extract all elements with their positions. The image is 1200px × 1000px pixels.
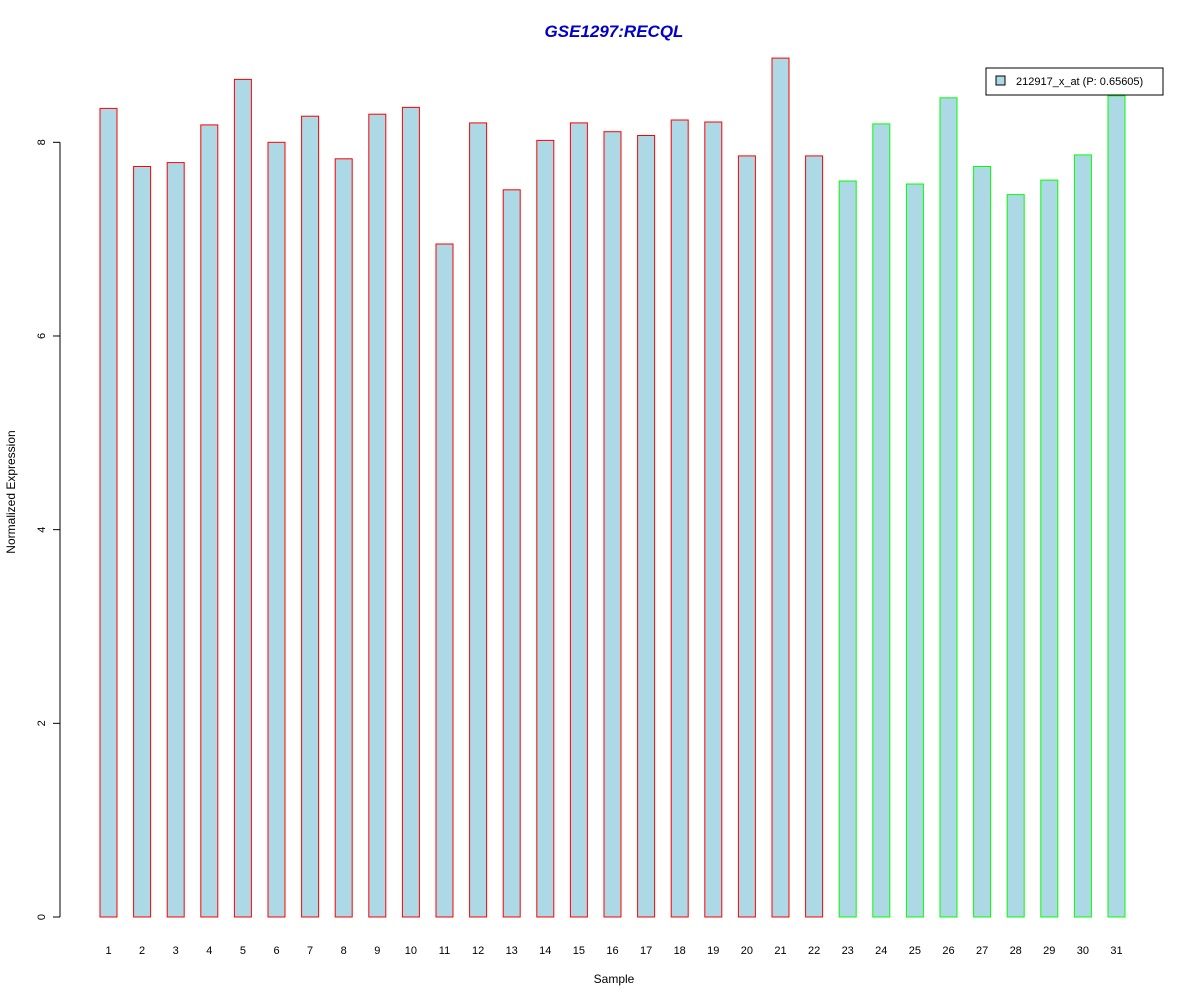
bar (502, 189, 521, 918)
x-tick-label: 17 (640, 945, 652, 957)
y-tick-label: 0 (36, 914, 48, 920)
legend: 212917_x_at (P: 0.65605) (985, 67, 1164, 96)
x-tick-label: 1 (105, 945, 111, 957)
x-tick-label: 3 (173, 945, 179, 957)
x-tick-label: 23 (842, 945, 854, 957)
x-tick-label: 12 (472, 945, 484, 957)
x-tick-label: 4 (206, 945, 212, 957)
x-axis-ticks: 1 2 3 4 5 6 7 8 9 10 11 12 13 14 15 16 17 18 19 20 21 22 23 24 2… (105, 945, 1122, 957)
x-tick-label: 29 (1043, 945, 1055, 957)
bar (872, 123, 891, 918)
x-tick-label: 28 (1010, 945, 1022, 957)
bar (233, 78, 252, 918)
x-tick-label: 20 (741, 945, 753, 957)
y-tick-label: 6 (36, 333, 48, 339)
bar (603, 131, 622, 918)
x-tick-label: 5 (240, 945, 246, 957)
bar (99, 107, 118, 918)
x-tick-label: 31 (1110, 945, 1122, 957)
x-tick-label: 9 (374, 945, 380, 957)
bar (939, 97, 958, 918)
bar (469, 122, 488, 918)
x-tick-label: 24 (875, 945, 887, 957)
y-axis-label: Normalized Expression (4, 430, 18, 553)
legend-label: 212917_x_at (P: 0.65605) (1016, 76, 1143, 88)
y-tick-label: 4 (36, 527, 48, 533)
x-tick-label: 13 (506, 945, 518, 957)
x-tick-label: 15 (573, 945, 585, 957)
x-tick-label: 11 (439, 945, 450, 957)
x-tick-label: 16 (606, 945, 618, 957)
bar (737, 155, 756, 918)
x-tick-label: 8 (341, 945, 347, 957)
x-tick-label: 21 (774, 945, 786, 957)
bar (704, 121, 723, 918)
bar (133, 166, 152, 918)
x-tick-label: 7 (307, 945, 313, 957)
bar (1006, 194, 1025, 918)
bar (1107, 95, 1126, 918)
x-tick-label: 30 (1077, 945, 1089, 957)
y-axis: 0 2 4 6 8 (36, 139, 61, 920)
x-tick-label: 22 (808, 945, 820, 957)
x-tick-label: 18 (674, 945, 686, 957)
x-tick-label: 2 (139, 945, 145, 957)
bar (401, 106, 420, 918)
bars (99, 57, 1126, 918)
bar (435, 243, 454, 918)
bar (838, 180, 857, 918)
bar (536, 139, 555, 918)
bar (569, 122, 588, 918)
legend-box (985, 67, 1164, 96)
x-tick-label: 26 (942, 945, 954, 957)
bar (166, 162, 185, 918)
chart-title: GSE1297:RECQL (545, 22, 684, 41)
bar (1073, 154, 1092, 918)
bar (670, 119, 689, 918)
x-tick-label: 25 (909, 945, 921, 957)
bar (368, 113, 387, 918)
bar (267, 141, 286, 918)
bar (301, 115, 320, 918)
bar (200, 124, 219, 918)
bar (334, 158, 353, 918)
bar (805, 155, 824, 918)
bar (637, 135, 656, 918)
x-axis-label: Sample (594, 972, 635, 986)
bar (973, 166, 992, 918)
bar (771, 57, 790, 918)
x-tick-label: 27 (976, 945, 988, 957)
bar (905, 183, 924, 918)
y-tick-label: 8 (36, 139, 48, 145)
legend-swatch (995, 75, 1006, 86)
x-tick-label: 14 (539, 945, 551, 957)
x-tick-label: 10 (405, 945, 417, 957)
x-tick-label: 6 (273, 945, 279, 957)
y-tick-label: 2 (36, 720, 48, 726)
bar (1040, 179, 1059, 918)
x-tick-label: 19 (707, 945, 719, 957)
